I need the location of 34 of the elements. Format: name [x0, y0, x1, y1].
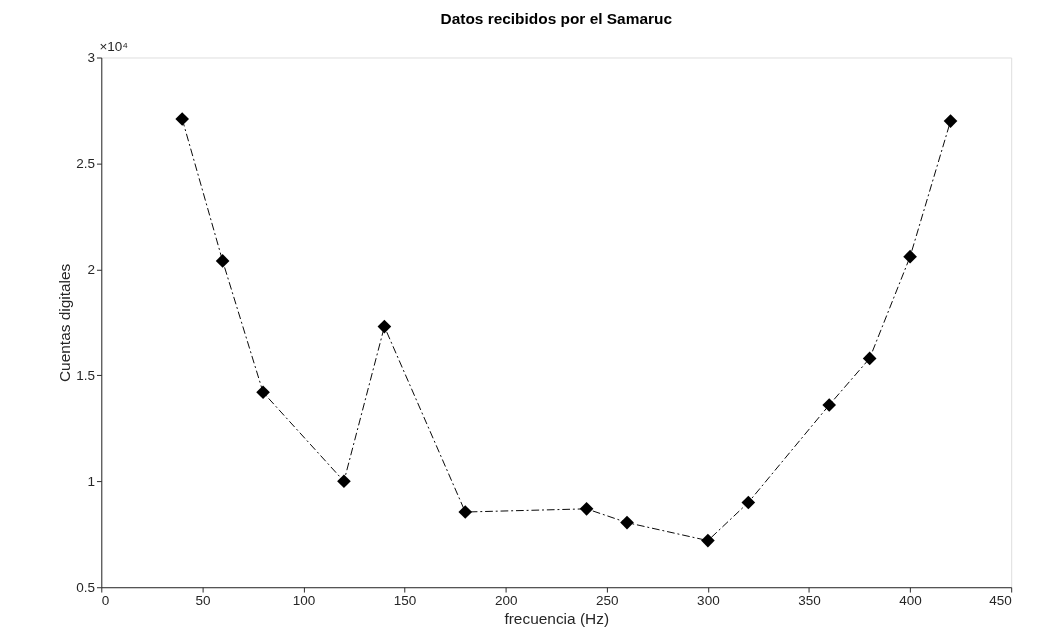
y-tick-label: 3	[87, 49, 96, 65]
x-tick-label: 150	[393, 593, 417, 609]
x-tick-label: 450	[989, 593, 1012, 609]
x-axis-title: frecuencia (Hz)	[504, 610, 610, 628]
point	[862, 351, 877, 366]
text: ×10⁴	[99, 38, 129, 54]
y-tick-label: 0.5	[76, 579, 96, 595]
x-tick-label: 350	[798, 593, 821, 609]
x-tick-label: 100	[292, 593, 316, 609]
point	[337, 474, 351, 489]
x-tick-label: 300	[697, 593, 720, 609]
point	[903, 249, 917, 264]
point	[701, 533, 715, 548]
x-tick-label: 250	[596, 593, 619, 609]
y-tick-label: 2.5	[76, 155, 96, 171]
y-axis-title: Cuentas digitales	[55, 263, 73, 383]
x-tick-label: 50	[195, 593, 211, 609]
point	[458, 505, 473, 519]
point	[741, 495, 756, 510]
x-tick-label: 200	[494, 593, 518, 609]
point	[215, 254, 230, 268]
point	[943, 114, 958, 128]
point	[256, 385, 270, 400]
point	[822, 398, 837, 412]
chart-title: Datos recibidos por el Samaruc	[440, 9, 673, 27]
point	[377, 319, 392, 334]
y-tick-label: 1.5	[76, 367, 96, 383]
point	[620, 515, 634, 530]
y-tick-label: 1	[87, 473, 96, 489]
y-tick-label: 2	[87, 261, 96, 277]
x-tick-label: 0	[101, 593, 110, 609]
point	[579, 502, 594, 516]
x-tick-label: 400	[899, 593, 922, 609]
point	[175, 112, 190, 126]
